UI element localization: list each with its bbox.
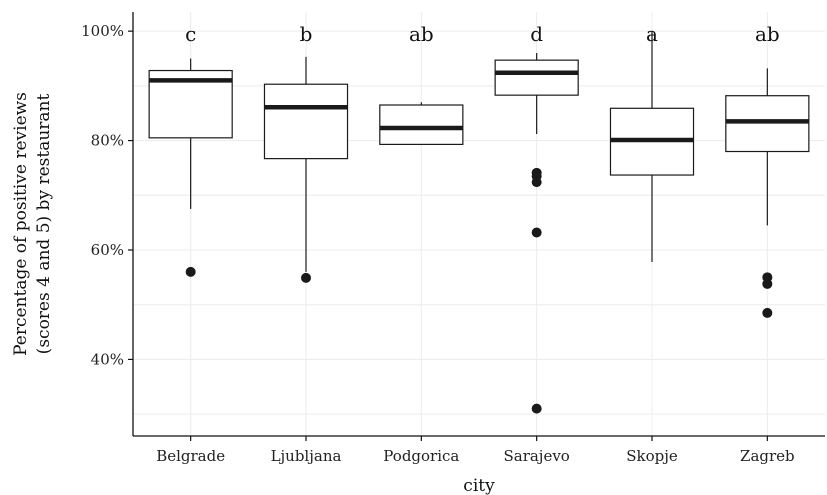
y-tick-label: 40% — [91, 350, 124, 368]
y-axis-title-line-2: (scores 4 and 5) by restaurant — [34, 94, 54, 355]
x-tick-label: Sarajevo — [503, 447, 569, 465]
box-zagreb — [725, 68, 810, 318]
outlier-point — [531, 177, 542, 188]
box-sarajevo — [494, 53, 579, 414]
box-belgrade — [148, 58, 233, 277]
x-tick-label: Ljubljana — [271, 447, 342, 465]
iqr-box — [379, 104, 464, 145]
box-skopje — [609, 31, 695, 263]
outlier-point — [762, 278, 773, 289]
iqr-box — [494, 59, 579, 96]
box-ljubljana — [263, 56, 349, 283]
outlier-point — [762, 307, 773, 318]
x-tick-label: Belgrade — [156, 447, 225, 465]
outlier-point — [531, 227, 542, 238]
group-letter-label: a — [646, 22, 658, 46]
x-tick-label: Zagreb — [740, 447, 795, 465]
grid-lines — [133, 12, 825, 436]
x-tick-label: Skopje — [626, 447, 678, 465]
group-letter-label: ab — [409, 22, 434, 46]
box-series — [148, 31, 810, 414]
y-tick-labels: 40% 60% 80% 100% — [81, 22, 133, 368]
iqr-box — [263, 83, 349, 160]
y-axis-title-line-1: Percentage of positive reviews — [11, 92, 31, 356]
y-tick-label: 60% — [91, 241, 124, 259]
y-tick-label: 80% — [91, 132, 124, 150]
x-tick-labels: Belgrade Ljubljana Podgorica Sarajevo Skopje… — [156, 436, 795, 465]
axes — [132, 12, 825, 437]
x-axis-title: city — [463, 476, 495, 495]
group-letter-label: ab — [755, 22, 780, 46]
box-podgorica — [379, 102, 464, 145]
outlier-point — [531, 403, 542, 414]
y-tick-label: 100% — [81, 22, 124, 40]
group-letter-label: b — [300, 22, 313, 46]
group-letters: c b ab d a ab — [185, 22, 780, 46]
x-tick-label: Podgorica — [383, 447, 459, 465]
outlier-point — [185, 266, 196, 277]
group-letter-label: d — [530, 22, 543, 46]
group-letter-label: c — [185, 22, 196, 46]
outlier-point — [301, 272, 311, 283]
